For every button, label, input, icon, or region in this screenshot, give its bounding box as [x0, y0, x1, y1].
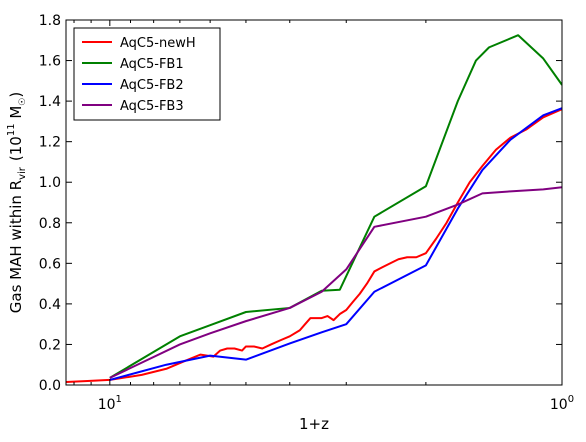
y-axis-label-unit2: M [7, 106, 25, 124]
ticks-layer: 0.0 0.2 0.4 0.6 0.8 1.0 1.2 1.4 1.6 1.8 101 100 [39, 13, 574, 413]
legend-label: AqC5-FB2 [120, 78, 184, 93]
y-axis-label: Gas MAH within Rvir (1011 M☉) [6, 92, 28, 314]
y-tick-label: 0.2 [39, 337, 61, 353]
legend-label: AqC5-FB3 [120, 99, 184, 114]
series-line-aqc5-fb2 [109, 107, 562, 381]
y-axis-label-sun: ☉ [18, 98, 28, 106]
y-tick-label: 0.0 [39, 378, 61, 394]
y-tick-label: 1.6 [39, 54, 61, 70]
legend: AqC5-newH AqC5-FB1 AqC5-FB2 AqC5-FB3 [73, 27, 221, 121]
y-tick-label: 0.4 [39, 297, 61, 313]
series-line-aqc5-newh [66, 108, 562, 383]
y-axis-label-close: ) [7, 92, 25, 98]
y-axis-label-unit: (10 [7, 136, 25, 161]
y-axis-label-sub: vir [17, 166, 28, 180]
svg-text:Gas MAH within Rvir(1011 M☉): Gas MAH within Rvir (1011 M☉) [6, 92, 28, 314]
legend-label: AqC5-newH [120, 36, 196, 51]
x-axis-label: 1+z [299, 415, 329, 433]
x-tick-label: 101 [98, 394, 122, 413]
y-tick-label: 0.6 [39, 256, 61, 272]
y-tick-label: 1.0 [39, 175, 61, 191]
series-layer [66, 34, 562, 383]
x-tick-label: 100 [550, 394, 574, 413]
plot-frame [65, 19, 563, 386]
y-tick-label: 1.4 [39, 94, 61, 110]
y-axis-label-main: Gas MAH within R [7, 180, 25, 313]
y-tick-label: 1.8 [39, 13, 61, 29]
series-line-aqc5-fb1 [109, 34, 562, 379]
y-tick-label: 1.2 [39, 135, 61, 151]
y-axis-label-exp: 11 [6, 123, 17, 136]
legend-label: AqC5-FB1 [120, 57, 184, 72]
y-tick-label: 0.8 [39, 216, 61, 232]
series-line-aqc5-fb3 [109, 186, 562, 379]
